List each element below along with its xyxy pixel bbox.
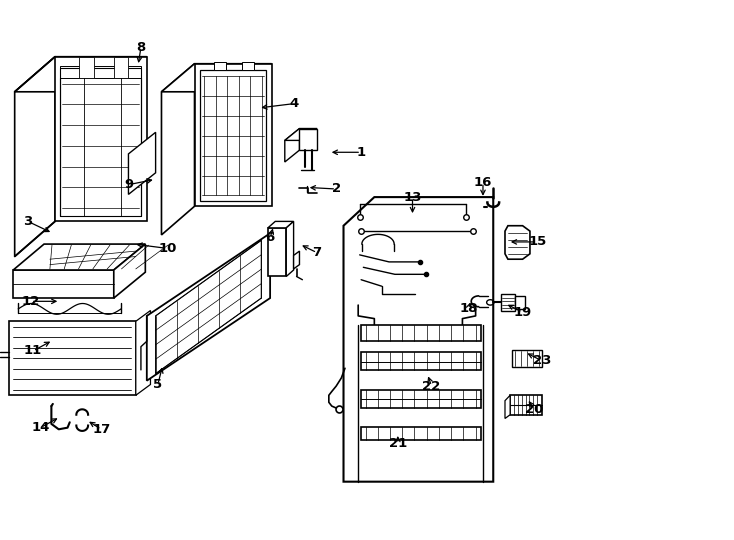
Polygon shape	[15, 57, 147, 92]
Text: 12: 12	[22, 295, 40, 308]
Polygon shape	[79, 57, 94, 78]
Polygon shape	[505, 226, 530, 259]
Polygon shape	[136, 310, 150, 395]
Text: 1: 1	[357, 146, 366, 159]
Polygon shape	[361, 352, 481, 370]
Polygon shape	[161, 64, 272, 92]
Text: 6: 6	[266, 231, 275, 244]
Text: 5: 5	[153, 378, 162, 391]
Text: 20: 20	[525, 403, 544, 416]
Text: 21: 21	[389, 437, 407, 450]
Text: 16: 16	[473, 176, 493, 189]
Polygon shape	[361, 427, 481, 440]
Text: 14: 14	[31, 421, 50, 434]
Text: 8: 8	[137, 41, 145, 54]
Polygon shape	[285, 129, 317, 140]
Text: 18: 18	[459, 302, 478, 315]
Polygon shape	[195, 64, 272, 206]
Polygon shape	[15, 57, 55, 256]
Polygon shape	[13, 270, 114, 298]
Polygon shape	[161, 64, 195, 235]
Text: 23: 23	[532, 354, 551, 367]
Polygon shape	[114, 244, 145, 298]
Polygon shape	[9, 321, 136, 395]
Polygon shape	[512, 350, 542, 367]
Polygon shape	[268, 228, 286, 276]
Text: 17: 17	[92, 423, 110, 436]
Polygon shape	[501, 294, 515, 310]
Polygon shape	[299, 129, 317, 150]
Polygon shape	[13, 244, 145, 270]
Text: 3: 3	[23, 215, 32, 228]
Polygon shape	[361, 390, 481, 408]
Polygon shape	[286, 221, 294, 276]
Polygon shape	[361, 325, 481, 341]
Polygon shape	[505, 395, 510, 418]
Text: 11: 11	[24, 345, 42, 357]
Polygon shape	[114, 57, 128, 78]
Polygon shape	[128, 132, 156, 194]
Polygon shape	[268, 221, 294, 228]
Polygon shape	[510, 395, 542, 415]
Polygon shape	[294, 251, 299, 269]
Polygon shape	[515, 296, 525, 309]
Text: 2: 2	[332, 183, 341, 195]
Polygon shape	[285, 129, 299, 162]
Text: 7: 7	[313, 246, 321, 259]
Polygon shape	[147, 233, 270, 381]
Text: 4: 4	[289, 97, 298, 110]
Text: 22: 22	[423, 380, 440, 393]
Text: 15: 15	[528, 235, 546, 248]
Polygon shape	[55, 57, 147, 221]
Text: 13: 13	[403, 191, 422, 204]
Text: 9: 9	[124, 178, 133, 191]
Polygon shape	[242, 62, 254, 70]
Text: 10: 10	[158, 242, 177, 255]
Polygon shape	[344, 197, 493, 482]
Text: 19: 19	[514, 306, 531, 319]
Polygon shape	[214, 62, 226, 70]
